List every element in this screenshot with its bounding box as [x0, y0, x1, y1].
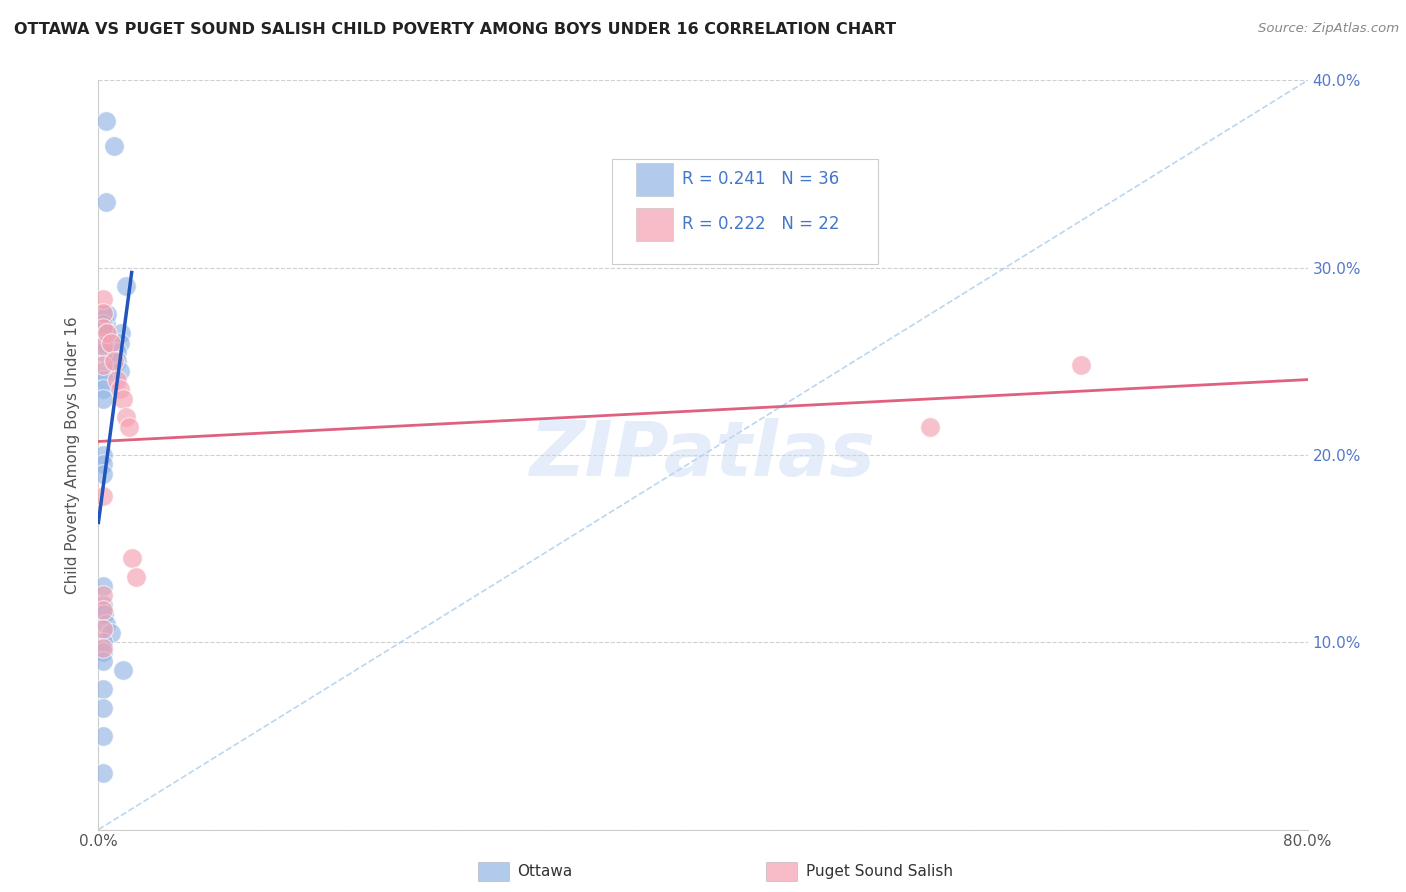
Point — [94, 317, 117, 331]
Point — [111, 392, 134, 406]
Point — [105, 354, 128, 368]
Point — [91, 589, 114, 603]
Y-axis label: Child Poverty Among Boys Under 16: Child Poverty Among Boys Under 16 — [65, 316, 80, 594]
FancyBboxPatch shape — [637, 162, 672, 196]
Point — [94, 616, 117, 631]
Point — [91, 293, 114, 307]
Point — [100, 626, 122, 640]
Point — [96, 326, 118, 340]
Point — [91, 358, 114, 372]
Point — [125, 570, 148, 584]
Text: Ottawa: Ottawa — [517, 864, 572, 879]
Point — [91, 382, 114, 396]
Point — [91, 307, 114, 321]
Point — [103, 354, 125, 368]
Point — [114, 279, 136, 293]
Point — [91, 467, 114, 481]
Point — [121, 551, 143, 566]
Point — [110, 326, 132, 340]
Point — [91, 339, 114, 353]
Point — [91, 320, 114, 334]
Text: R = 0.241   N = 36: R = 0.241 N = 36 — [682, 170, 839, 188]
Point — [118, 420, 141, 434]
Point — [91, 640, 114, 655]
Text: Puget Sound Salish: Puget Sound Salish — [806, 864, 953, 879]
Point — [105, 373, 128, 387]
Point — [111, 664, 134, 678]
Point — [918, 420, 941, 434]
Point — [94, 114, 117, 128]
Point — [91, 635, 114, 649]
Point — [91, 305, 114, 319]
Point — [91, 603, 114, 617]
Point — [108, 335, 131, 350]
Text: Source: ZipAtlas.com: Source: ZipAtlas.com — [1258, 22, 1399, 36]
FancyBboxPatch shape — [613, 159, 879, 264]
Point — [91, 317, 114, 331]
Point — [91, 489, 114, 503]
Point — [105, 344, 128, 359]
Point — [108, 382, 131, 396]
Point — [100, 335, 122, 350]
FancyBboxPatch shape — [637, 208, 672, 242]
Point — [91, 654, 114, 668]
Point — [91, 598, 114, 612]
Point — [93, 607, 115, 621]
Point — [94, 194, 117, 209]
Point — [94, 326, 117, 340]
Point — [93, 364, 115, 378]
Text: OTTAWA VS PUGET SOUND SALISH CHILD POVERTY AMONG BOYS UNDER 16 CORRELATION CHART: OTTAWA VS PUGET SOUND SALISH CHILD POVER… — [14, 22, 896, 37]
Point — [93, 373, 115, 387]
Point — [96, 307, 118, 321]
Point — [91, 457, 114, 471]
Point — [1070, 358, 1092, 372]
Point — [91, 766, 114, 780]
Point — [91, 622, 114, 636]
Point — [108, 364, 131, 378]
Text: ZIPatlas: ZIPatlas — [530, 418, 876, 491]
Point — [91, 644, 114, 658]
Point — [91, 701, 114, 715]
Text: R = 0.222   N = 22: R = 0.222 N = 22 — [682, 215, 839, 233]
Point — [91, 392, 114, 406]
Point — [103, 138, 125, 153]
Point — [91, 448, 114, 462]
Point — [93, 335, 115, 350]
Point — [91, 344, 114, 359]
Point — [91, 682, 114, 697]
Point — [114, 410, 136, 425]
Point — [91, 729, 114, 743]
Point — [91, 579, 114, 593]
